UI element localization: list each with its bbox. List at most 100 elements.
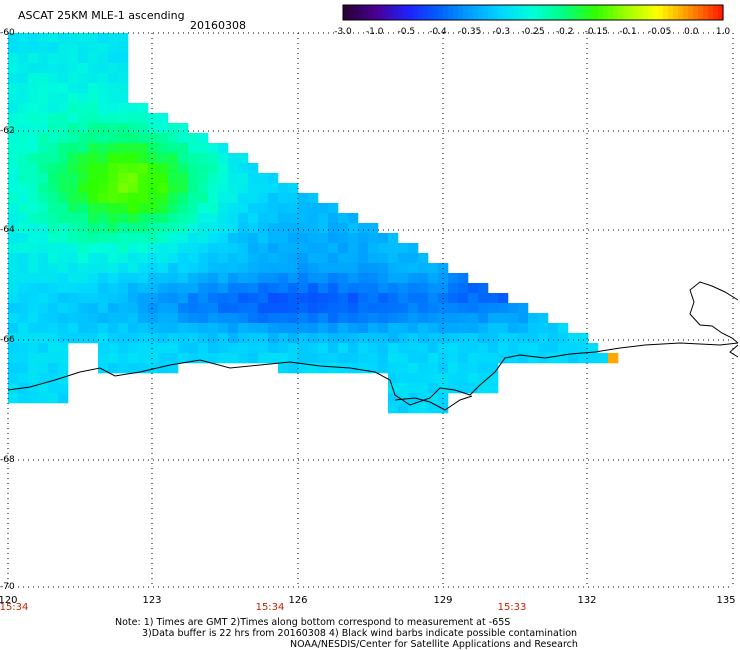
data-cell bbox=[268, 353, 279, 364]
data-cell bbox=[218, 323, 229, 334]
data-cell bbox=[268, 313, 279, 324]
data-cell bbox=[308, 203, 319, 214]
data-cell bbox=[108, 123, 119, 134]
data-cell bbox=[58, 353, 69, 364]
data-cell bbox=[8, 163, 19, 174]
colorbar-segment bbox=[583, 5, 589, 20]
data-cell bbox=[228, 203, 239, 214]
data-cell bbox=[248, 273, 259, 284]
data-cell bbox=[258, 293, 269, 304]
data-cell bbox=[38, 43, 49, 54]
data-cell bbox=[48, 383, 59, 394]
data-cell bbox=[48, 123, 59, 134]
colorbar-segment bbox=[623, 5, 629, 20]
data-cell bbox=[328, 283, 339, 294]
data-cell bbox=[178, 233, 189, 244]
data-cell bbox=[58, 163, 69, 174]
data-cell bbox=[398, 263, 409, 274]
colorbar-segment bbox=[533, 5, 539, 20]
data-cell bbox=[218, 203, 229, 214]
data-cell bbox=[198, 353, 209, 364]
data-cell bbox=[8, 203, 19, 214]
data-cell bbox=[158, 253, 169, 264]
data-cell bbox=[78, 233, 89, 244]
data-cell bbox=[228, 293, 239, 304]
data-cell bbox=[188, 203, 199, 214]
data-cell bbox=[98, 33, 109, 44]
data-cell bbox=[428, 343, 439, 354]
data-cell bbox=[48, 143, 59, 154]
data-cell bbox=[18, 53, 29, 64]
data-cell bbox=[378, 253, 389, 264]
data-cell bbox=[138, 123, 149, 134]
data-cell bbox=[68, 233, 79, 244]
data-cell bbox=[138, 313, 149, 324]
data-cell bbox=[18, 173, 29, 184]
data-cell bbox=[208, 143, 219, 154]
data-cell bbox=[148, 343, 159, 354]
colorbar-segment bbox=[548, 5, 554, 20]
data-cell bbox=[288, 323, 299, 334]
data-cell bbox=[608, 353, 619, 364]
data-cell bbox=[148, 303, 159, 314]
data-cell bbox=[68, 243, 79, 254]
data-cell bbox=[228, 323, 239, 334]
data-cell bbox=[108, 83, 119, 94]
data-cell bbox=[258, 333, 269, 344]
data-cell bbox=[58, 223, 69, 234]
data-cell bbox=[118, 113, 129, 124]
data-cell bbox=[48, 253, 59, 264]
data-cell bbox=[208, 323, 219, 334]
data-cell bbox=[268, 243, 279, 254]
data-cell bbox=[418, 363, 429, 374]
data-cell bbox=[308, 263, 319, 274]
data-cell bbox=[188, 293, 199, 304]
data-cell bbox=[138, 193, 149, 204]
data-cell bbox=[138, 333, 149, 344]
data-cell bbox=[38, 253, 49, 264]
data-cell bbox=[208, 163, 219, 174]
data-cell bbox=[318, 323, 329, 334]
data-cell bbox=[138, 103, 149, 114]
data-cell bbox=[128, 203, 139, 214]
data-cell bbox=[148, 223, 159, 234]
data-cell bbox=[308, 353, 319, 364]
colorbar-segment bbox=[443, 5, 449, 20]
data-cell bbox=[48, 183, 59, 194]
data-cell bbox=[138, 213, 149, 224]
colorbar-segment bbox=[618, 5, 624, 20]
data-cell bbox=[58, 373, 69, 384]
data-cell bbox=[48, 323, 59, 334]
data-cell bbox=[68, 33, 79, 44]
colorbar-segment bbox=[553, 5, 559, 20]
data-cell bbox=[58, 363, 69, 374]
data-cell bbox=[18, 83, 29, 94]
data-cell bbox=[358, 223, 369, 234]
data-cell bbox=[268, 333, 279, 344]
data-cell bbox=[58, 113, 69, 124]
data-cell bbox=[178, 263, 189, 274]
data-cell bbox=[258, 273, 269, 284]
data-cell bbox=[218, 233, 229, 244]
data-cell bbox=[148, 213, 159, 224]
data-cell bbox=[18, 123, 29, 134]
data-cell bbox=[358, 363, 369, 374]
data-cell bbox=[28, 343, 39, 354]
data-cell bbox=[38, 53, 49, 64]
data-cell bbox=[8, 43, 19, 54]
data-cell bbox=[108, 303, 119, 314]
data-cell bbox=[208, 333, 219, 344]
data-cell bbox=[238, 183, 249, 194]
data-cell bbox=[338, 323, 349, 334]
data-cell bbox=[18, 43, 29, 54]
data-cell bbox=[128, 133, 139, 144]
data-cell bbox=[178, 283, 189, 294]
data-cell bbox=[238, 343, 249, 354]
data-cell bbox=[28, 183, 39, 194]
data-cell bbox=[278, 243, 289, 254]
data-cell bbox=[268, 263, 279, 274]
data-cell bbox=[468, 383, 479, 394]
data-cell bbox=[168, 123, 179, 134]
data-cell bbox=[298, 193, 309, 204]
data-cell bbox=[118, 353, 129, 364]
